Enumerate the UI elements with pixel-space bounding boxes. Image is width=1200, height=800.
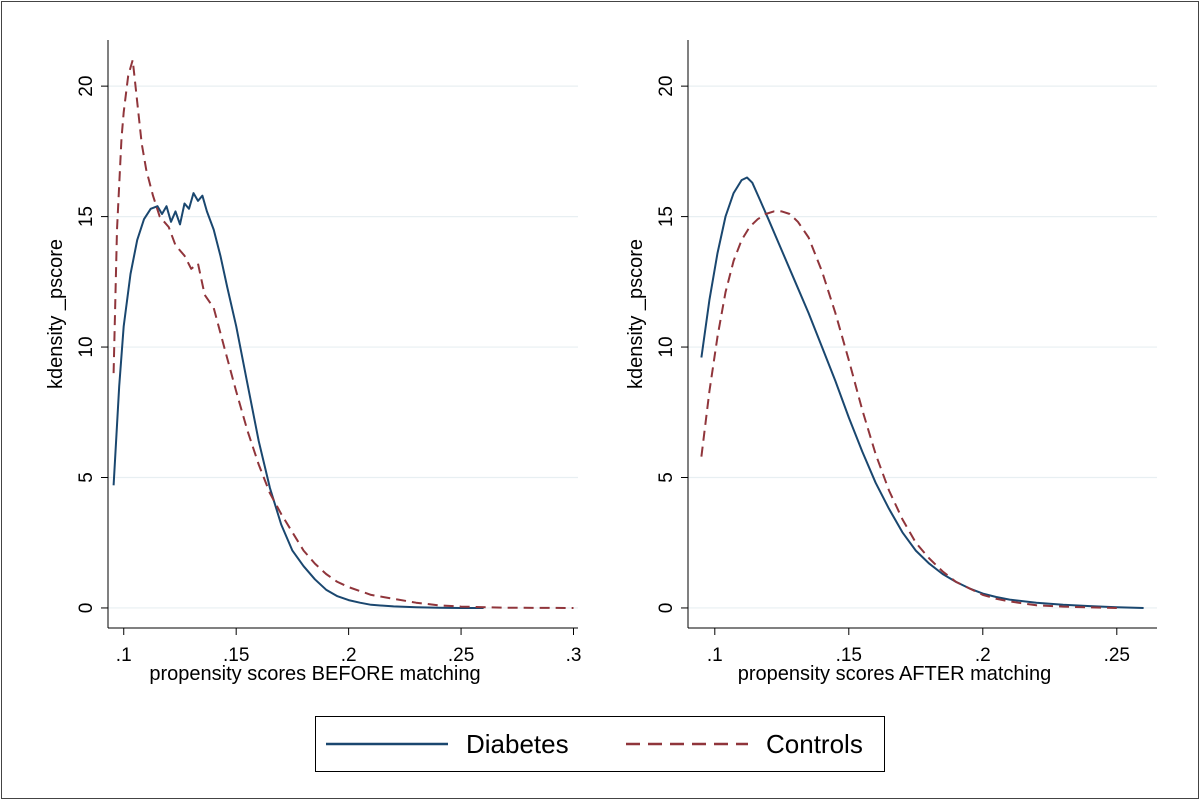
x-tick-label: .2 bbox=[975, 645, 991, 666]
legend-item-controls: Controls bbox=[626, 717, 863, 771]
x-tick-label: .3 bbox=[566, 645, 582, 666]
y-tick-label: 0 bbox=[76, 603, 97, 614]
x-tick-label: .15 bbox=[836, 645, 862, 666]
y-tick-label: 0 bbox=[656, 603, 677, 614]
chart-panel-after: 0 5 10 15 20 .1 .15 .2 .25 propensity scores AFTE… bbox=[625, 40, 1157, 685]
y-axis-title: kdensity _pscore bbox=[45, 239, 67, 389]
series-line-diabetes bbox=[700, 176, 1144, 609]
series-line-controls bbox=[700, 210, 1117, 609]
x-tick-label: .2 bbox=[341, 645, 357, 666]
y-tick-label: 15 bbox=[656, 206, 677, 227]
x-tick-label: .1 bbox=[116, 645, 132, 666]
x-axis-title: propensity scores AFTER matching bbox=[738, 663, 1051, 685]
chart-panel-before: 0 5 10 15 20 .1 .15 .2 .25 .3 propensity scores BE… bbox=[45, 40, 581, 685]
legend-item-diabetes: Diabetes bbox=[326, 717, 569, 771]
legend-swatch-controls-icon bbox=[626, 742, 748, 746]
y-tick-label: 20 bbox=[76, 76, 97, 97]
legend-label-diabetes: Diabetes bbox=[466, 728, 569, 759]
series-line-diabetes bbox=[112, 192, 484, 609]
legend-label-controls: Controls bbox=[766, 728, 863, 759]
legend-swatch-diabetes-icon bbox=[326, 742, 448, 746]
y-tick-label: 10 bbox=[76, 336, 97, 357]
legend: Diabetes Controls bbox=[315, 716, 885, 772]
y-axis-title: kdensity _pscore bbox=[625, 239, 647, 389]
x-axis-title: propensity scores BEFORE matching bbox=[149, 663, 480, 685]
y-tick-label: 20 bbox=[656, 76, 677, 97]
y-tick-label: 10 bbox=[656, 336, 677, 357]
x-tick-label: .15 bbox=[223, 645, 249, 666]
series-line-controls bbox=[112, 59, 574, 609]
y-tick-label: 5 bbox=[76, 472, 97, 483]
x-tick-label: .25 bbox=[448, 645, 474, 666]
y-tick-label: 5 bbox=[656, 472, 677, 483]
y-tick-label: 15 bbox=[76, 206, 97, 227]
x-tick-label: .25 bbox=[1104, 645, 1130, 666]
x-tick-label: .1 bbox=[707, 645, 723, 666]
